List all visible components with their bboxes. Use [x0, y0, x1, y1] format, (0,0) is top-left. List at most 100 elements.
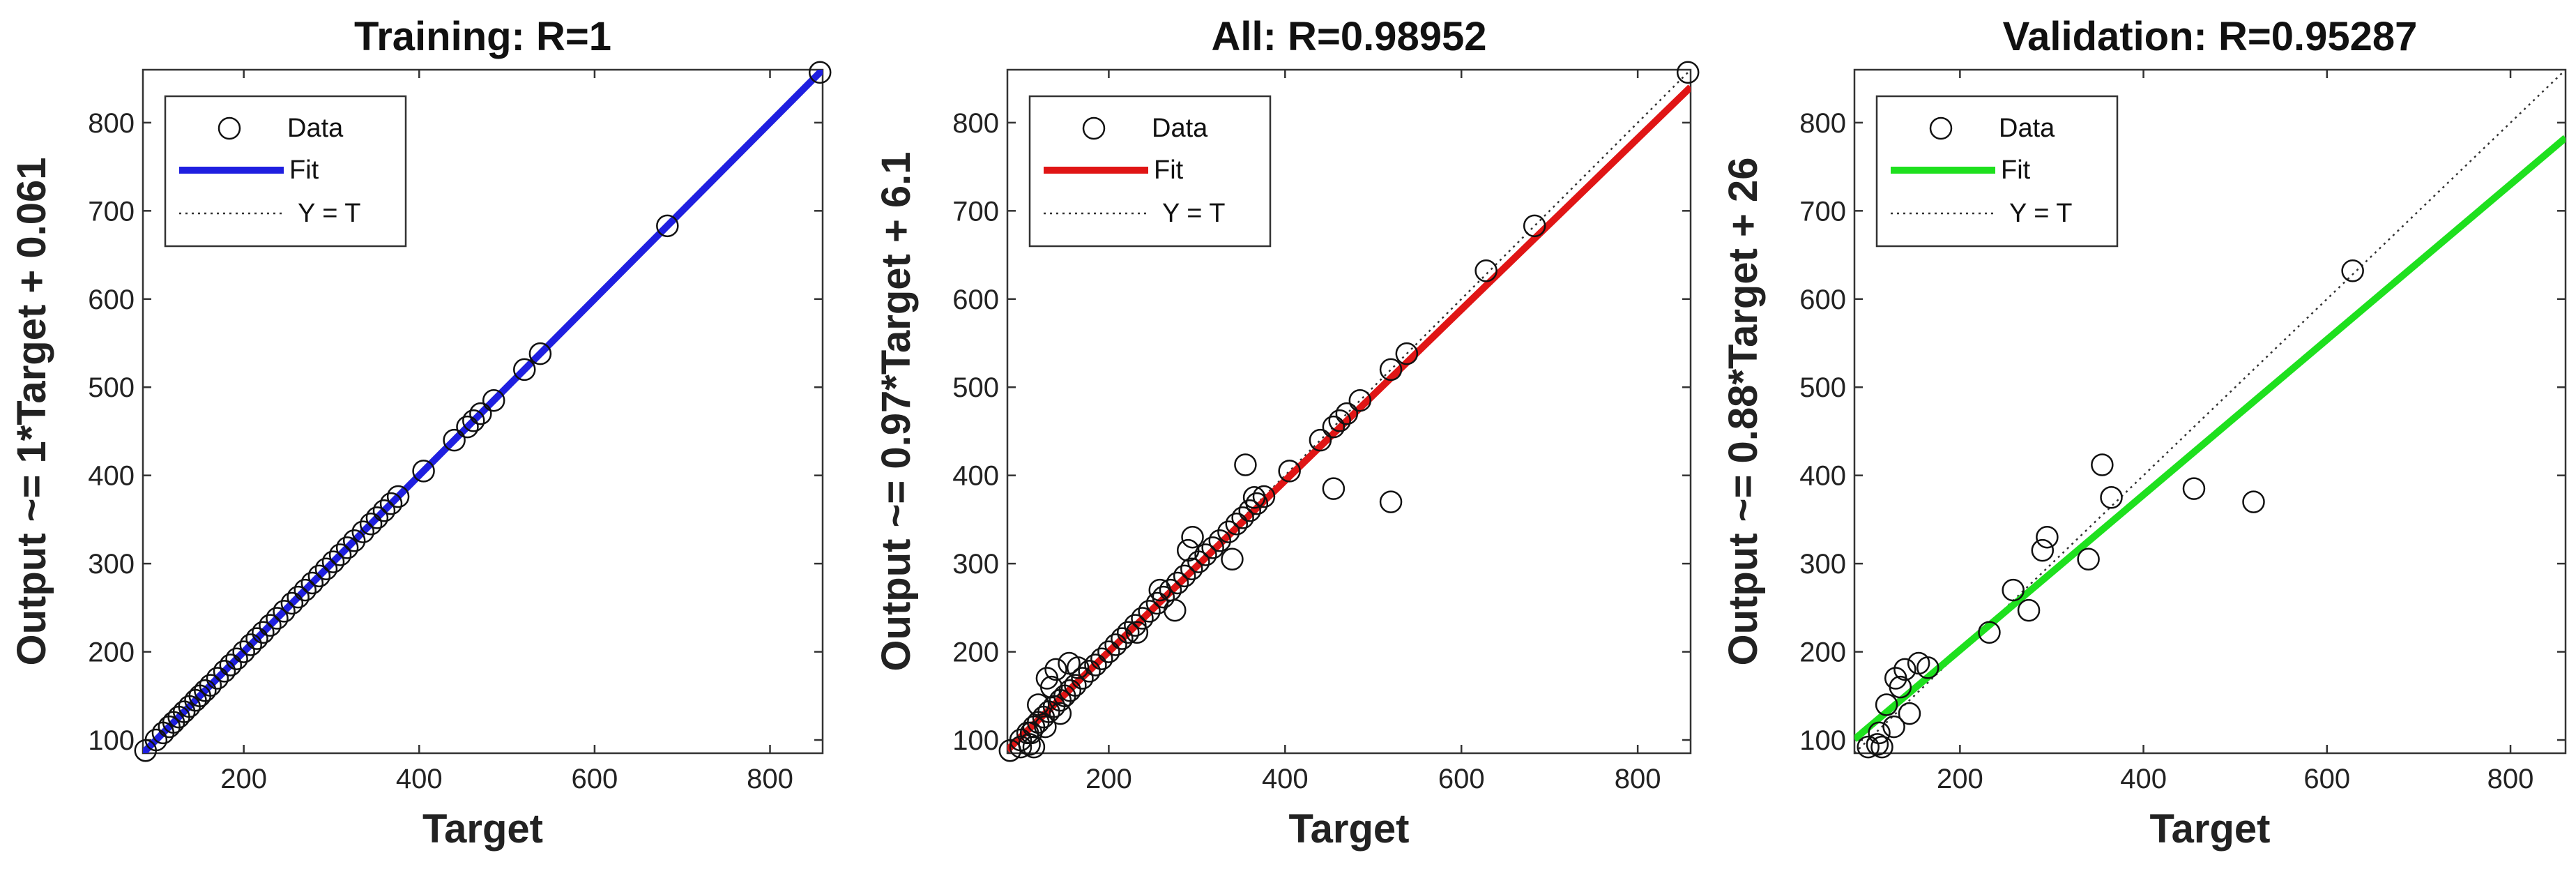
charts-container: Training: R=1 200 400 600 800 100 200 300 400 500…: [9, 14, 2567, 852]
data-point: [1194, 543, 1217, 566]
y-tick-label: 600: [1799, 285, 1846, 315]
x-tick-label: 400: [2120, 764, 2167, 794]
data-point: [462, 409, 485, 432]
data-point: [359, 512, 383, 536]
y-tick-label: 800: [88, 108, 135, 139]
data-point: [469, 402, 492, 425]
data-point: [1978, 621, 2001, 644]
legend-identity-label: Y = T: [2009, 199, 2073, 228]
data-point: [1019, 721, 1043, 745]
x-tick-label: 600: [572, 764, 618, 794]
legend-fit-label: Fit: [2001, 156, 2031, 185]
data-point: [1335, 402, 1359, 425]
data-point: [225, 647, 248, 670]
chart-title: Training: R=1: [354, 14, 611, 59]
data-point: [1201, 536, 1224, 559]
x-axis-label: Target: [1289, 806, 1410, 852]
y-tick-label: 500: [88, 372, 135, 403]
data-point: [1309, 428, 1332, 452]
data-point: [1870, 735, 1893, 759]
y-tick-label: 400: [1799, 461, 1846, 492]
chart-panel-1: Training: R=1 200 400 600 800 100 200 300 400 500…: [9, 14, 832, 852]
data-point: [1379, 490, 1403, 513]
x-tick-label: 200: [1937, 764, 1983, 794]
data-point: [1071, 667, 1094, 690]
data-point: [1676, 61, 1700, 84]
data-point: [1217, 520, 1240, 543]
data-point: [1898, 702, 1921, 725]
data-point: [1889, 675, 1912, 699]
legend-fit-label: Fit: [289, 156, 319, 185]
data-point: [1523, 214, 1546, 238]
data-point: [1231, 506, 1254, 529]
data-point: [245, 627, 268, 650]
data-point: [1058, 679, 1082, 702]
data-point: [2077, 547, 2100, 571]
data-point: [1104, 633, 1127, 656]
y-tick-label: 300: [952, 549, 999, 580]
data-point: [1125, 621, 1149, 644]
data-point: [1131, 607, 1154, 630]
data-point: [1857, 735, 1880, 759]
data-point: [513, 358, 536, 381]
data-point: [2100, 486, 2123, 509]
data-point: [1173, 564, 1196, 588]
data-point: [372, 499, 396, 522]
plot-area: [1853, 68, 2567, 755]
y-tick-label: 600: [952, 285, 999, 315]
data-point: [328, 543, 352, 566]
data-point: [1221, 547, 1244, 571]
y-tick-label: 500: [952, 372, 999, 403]
legend-data-marker: [218, 116, 241, 140]
x-tick-label: 200: [220, 764, 267, 794]
data-point: [2242, 490, 2265, 513]
data-point: [1868, 721, 1891, 745]
data-point: [2017, 598, 2041, 622]
plot-area: [1006, 68, 1692, 755]
y-axis-label: Output ~= 0.88*Target + 26: [1721, 157, 1766, 665]
data-point: [1018, 733, 1041, 756]
data-point: [386, 485, 410, 508]
legend: Data Fit Y = T: [164, 95, 407, 248]
y-tick-label: 500: [1799, 372, 1846, 403]
data-point: [280, 591, 304, 615]
data-point: [259, 614, 282, 637]
data-point: [1242, 486, 1266, 509]
data-point: [1090, 647, 1113, 670]
data-point: [2091, 453, 2114, 476]
chart-title: All: R=0.98952: [1212, 14, 1487, 59]
data-point: [379, 492, 403, 515]
y-tick-label: 200: [88, 637, 135, 668]
data-point: [1328, 409, 1351, 432]
data-point: [1208, 529, 1231, 552]
chart-title: Validation: R=0.95287: [2003, 14, 2418, 59]
data-point: [1066, 656, 1090, 679]
data-point: [1078, 660, 1101, 683]
data-point: [307, 564, 331, 588]
legend-data-label: Data: [287, 114, 344, 143]
data-point: [335, 536, 359, 559]
data-point: [365, 506, 389, 529]
x-axis-label: Target: [422, 806, 543, 852]
data-point: [351, 520, 375, 543]
y-tick-label: 700: [952, 196, 999, 227]
y-tick-label: 200: [1799, 637, 1846, 668]
x-tick-label: 200: [1085, 764, 1132, 794]
y-tick-label: 300: [88, 549, 135, 580]
data-point: [252, 621, 275, 644]
data-point: [1474, 259, 1497, 282]
y-axis-label: Output ~= 1*Target + 0.061: [9, 157, 54, 665]
data-point: [528, 342, 552, 365]
data-point: [273, 600, 296, 623]
data-point: [232, 640, 255, 663]
y-tick-label: 700: [88, 196, 135, 227]
x-tick-label: 800: [2487, 764, 2534, 794]
x-axis-label: Target: [2150, 806, 2271, 852]
data-point: [1322, 415, 1346, 439]
data-point: [1379, 358, 1403, 381]
data-point: [1348, 388, 1372, 412]
data-point: [1097, 640, 1120, 663]
data-point: [1049, 702, 1072, 725]
legend: Data Fit Y = T: [1875, 95, 2119, 248]
identity-line: [1007, 70, 1691, 753]
